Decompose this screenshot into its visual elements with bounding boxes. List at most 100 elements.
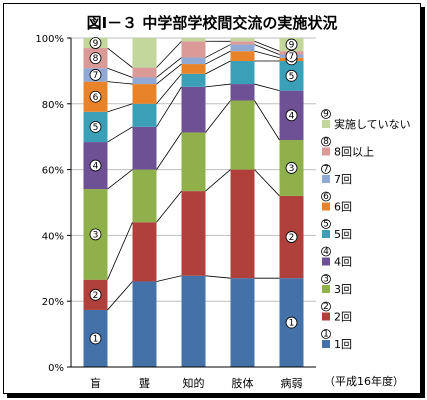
legend-swatch [322,202,330,211]
legend-swatch [322,175,330,183]
connector-line [254,50,280,59]
bar-segment [132,169,157,223]
bar-marker-circle [89,288,102,301]
legend-marker-circle [321,109,331,119]
connector-line [107,169,133,190]
legend-marker-label: 1 [323,330,329,340]
legend-marker-circle [321,191,331,202]
bar-marker-label: 3 [289,164,295,174]
bar-segment [230,44,255,52]
connector-line [107,67,133,78]
connector-line [205,275,231,279]
legend-swatch [322,285,330,293]
bar-segment [132,103,157,127]
bar-marker-label: 5 [289,72,295,82]
bar-segment [230,38,255,42]
bar-segment [181,191,206,276]
connector-line [156,86,182,128]
connector-line [156,40,182,68]
legend-marker-circle [321,301,331,312]
bar-marker-circle [89,90,102,103]
x-tick-label: 知的 [183,376,205,390]
legend-marker-circle [321,164,331,174]
bar-segment [132,38,157,68]
bar-marker-label: 6 [93,93,99,103]
y-tick-label: 20% [42,297,64,308]
y-tick-label: 80% [42,100,64,111]
bar-segment [181,41,206,58]
connector-line [107,47,133,68]
bar-marker-circle [89,332,102,345]
y-tick-label: 40% [42,231,64,242]
legend-marker-label: 8 [323,137,329,147]
chart-title: 図Ⅰ－３ 中学部学校間交流の実施状況 [87,14,338,32]
bar-marker-circle [89,159,102,172]
bar-segment [230,41,255,45]
x-tick-label: 盲 [90,376,101,390]
bar-marker-label: 1 [93,334,99,344]
bar-segment [230,84,255,101]
legend-label: 7回 [334,173,352,186]
legend-marker-label: 6 [323,192,329,202]
bar-marker-label: 4 [289,111,295,121]
bar-marker-circle [285,69,298,82]
stacked-bar-chart: 図Ⅰ－３ 中学部学校間交流の実施状況 12345678912345679 0%2… [35,14,411,390]
legend-marker-label: 7 [323,165,329,175]
bar-marker-label: 3 [93,230,99,240]
bars: 12345678912345679 [83,37,304,367]
bar-marker-label: 4 [93,162,99,172]
bar-segment [181,73,206,87]
bar-segment [230,278,255,367]
legend-marker-label: 5 [323,220,329,230]
connector-line [205,60,231,75]
legend-label: 6回 [334,201,352,214]
bar-segment [181,57,206,65]
legend-swatch [322,120,330,128]
bar-marker-circle [285,50,298,62]
legend-marker-label: 2 [323,302,329,312]
legend-label: 1回 [334,338,352,351]
bar-marker-circle [285,162,298,174]
connector-line [254,40,280,52]
legend-label: 8回以上 [334,146,374,159]
bar-segment [181,132,206,192]
connector-line [156,57,182,78]
connector-line [107,222,133,280]
bar-marker-label: 7 [289,52,295,62]
legend-swatch [322,312,330,321]
legend: 9 実施していない 8 8回以上 7 7回 6 6回 5 5回 4 4回 3 3回 2 2回 1 1回 [321,109,411,351]
bar-marker-label: 1 [289,319,295,329]
bar-marker-circle [89,52,102,65]
bar-marker-label: 9 [93,39,99,49]
connector-line [107,281,133,311]
y-tick-label: 100% [35,34,64,45]
legend-marker-circle [321,136,331,147]
bar-segment [181,86,206,133]
legend-label: 4回 [334,256,352,269]
connector-line [156,132,182,170]
connector-line [254,100,280,141]
connector-line [107,126,133,143]
y-tick-label: 0% [48,363,64,374]
bar-marker-label: 9 [289,41,295,51]
connector-line [107,81,133,85]
y-tick-label: 60% [42,166,64,177]
chart-note: （平成16年度） [324,374,404,388]
bar-segment [181,64,206,74]
bar-marker-circle [89,121,102,133]
bar-segment [230,51,255,62]
bar-segment [132,126,157,170]
bar-marker-circle [285,316,298,329]
legend-marker-label: 9 [323,110,329,120]
bar-marker-label: 2 [93,291,99,301]
bar-marker-circle [89,37,102,49]
connector-line [205,100,231,133]
legend-swatch [322,230,330,238]
bar-segment [230,169,255,279]
bar-marker-label: 7 [93,71,99,81]
legend-marker-label: 4 [323,247,329,257]
bar-marker-circle [89,228,102,241]
bar-marker-circle [285,231,298,243]
legend-label: 2回 [334,311,352,324]
series-connectors [107,40,280,311]
